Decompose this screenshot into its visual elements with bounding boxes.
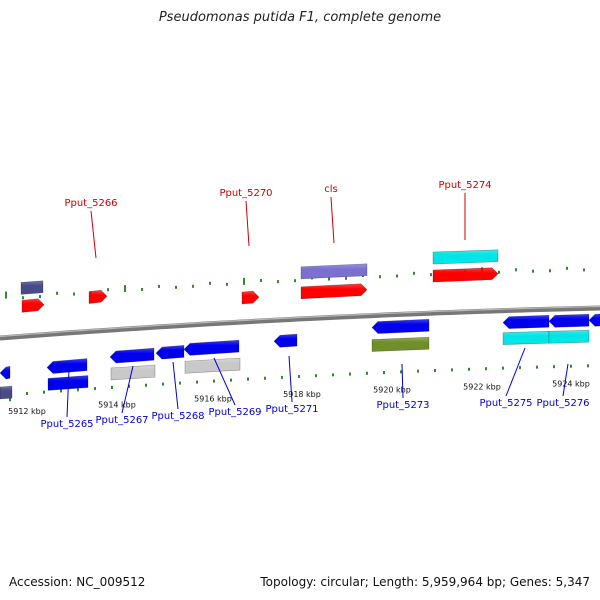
gene-label-bottom[interactable]: Pput_5269 xyxy=(208,407,261,418)
scale-label: 5914 kbp xyxy=(98,401,136,410)
scale-label: 5920 kbp xyxy=(373,386,411,395)
gene-pput-5267[interactable] xyxy=(109,347,155,364)
gene-pput-5270[interactable] xyxy=(241,290,260,305)
gene-cls[interactable] xyxy=(300,283,368,300)
gene-pput-5269-cog[interactable] xyxy=(184,357,241,374)
gene-pput-5264[interactable] xyxy=(0,365,11,380)
gene-pput-5265[interactable] xyxy=(46,358,88,374)
accession-label: Accession: NC_009512 xyxy=(9,575,146,589)
gene-pput-5271[interactable] xyxy=(273,333,298,348)
leader-line-bottom xyxy=(562,363,569,397)
gene-pput-5276-cog[interactable] xyxy=(548,329,590,344)
gene-pput-5267-cog[interactable] xyxy=(110,364,156,381)
scale-label: 5924 kbp xyxy=(552,380,590,389)
gene-label-bottom[interactable]: Pput_5265 xyxy=(40,419,93,430)
leader-line-bottom xyxy=(505,347,526,397)
genome-backbone-highlight xyxy=(0,305,600,338)
gene-pput-5268[interactable] xyxy=(155,345,185,360)
gene-label-top[interactable]: Pput_5266 xyxy=(64,198,117,209)
gene-label-bottom[interactable]: Pput_5268 xyxy=(151,411,204,422)
leader-line-bottom xyxy=(401,363,404,399)
gene-pput-5277[interactable] xyxy=(588,313,600,327)
gene-label-bottom[interactable]: Pput_5275 xyxy=(479,398,532,409)
gene-label-bottom[interactable]: Pput_5276 xyxy=(536,398,589,409)
gene-pput-5266[interactable] xyxy=(88,289,108,304)
genome-backbone xyxy=(0,305,600,341)
gene-pput-5276[interactable] xyxy=(548,313,590,328)
gene-pput-5269[interactable] xyxy=(183,339,240,356)
gene-label-bottom[interactable]: Pput_5271 xyxy=(265,404,318,415)
leader-line-top xyxy=(245,200,250,247)
gene-outer-small[interactable] xyxy=(20,280,44,295)
leader-line-top xyxy=(90,210,97,259)
scale-label: 5912 kbp xyxy=(8,407,46,416)
gene-pput-5264b[interactable] xyxy=(0,385,13,400)
leader-line-bottom xyxy=(213,357,236,406)
gene-cls-cog[interactable] xyxy=(300,263,368,280)
gene-label-top[interactable]: Pput_5270 xyxy=(219,188,272,199)
leader-line-bottom xyxy=(288,355,293,403)
scale-label: 5922 kbp xyxy=(463,382,501,391)
gene-label-bottom[interactable]: Pput_5273 xyxy=(376,400,429,411)
gene-pput-5273[interactable] xyxy=(371,318,430,334)
leader-line-bottom xyxy=(66,369,70,418)
scale-label: 5916 kbp xyxy=(194,395,232,404)
gene-red-small[interactable] xyxy=(21,298,45,313)
gene-label-top[interactable]: cls xyxy=(324,184,338,195)
genome-summary: Topology: circular; Length: 5,959,964 bp… xyxy=(260,575,590,589)
scale-label: 5918 kbp xyxy=(283,390,321,399)
leader-line-top xyxy=(330,196,335,244)
leader-line-bottom xyxy=(121,365,134,414)
map-title: Pseudomonas putida F1, complete genome xyxy=(158,10,442,25)
gene-pput-5275-cog[interactable] xyxy=(502,330,550,345)
gene-pput-5274[interactable] xyxy=(432,267,499,283)
gene-pput-5275[interactable] xyxy=(502,314,550,329)
gene-pput-5273-cog[interactable] xyxy=(371,336,430,352)
gene-label-top[interactable]: Pput_5274 xyxy=(438,180,491,191)
gene-pput-5274-cog[interactable] xyxy=(432,249,499,265)
gene-label-bottom[interactable]: Pput_5267 xyxy=(95,415,148,426)
leader-line-bottom xyxy=(172,361,179,410)
